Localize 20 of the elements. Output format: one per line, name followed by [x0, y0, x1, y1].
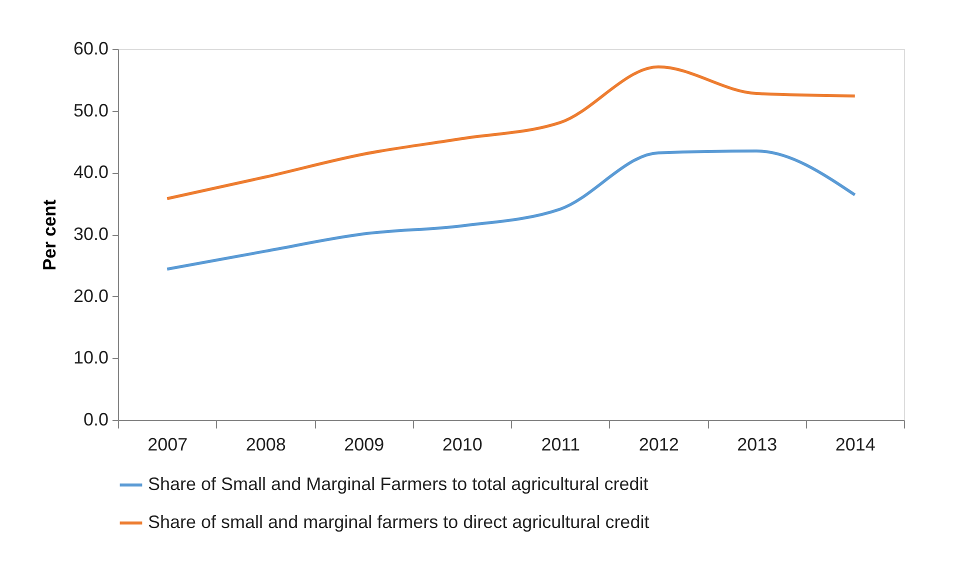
x-tick-label: 2011 — [541, 434, 580, 454]
x-tick-label: 2013 — [737, 434, 778, 454]
y-tick-label: 10.0 — [73, 348, 108, 368]
x-tick-label: 2007 — [148, 434, 188, 454]
y-tick-label: 50.0 — [73, 100, 108, 120]
x-tick-label: 2014 — [835, 434, 876, 454]
line-series — [166, 65, 856, 200]
line-series — [166, 150, 856, 271]
y-tick-label: 30.0 — [73, 224, 108, 244]
x-tick-label: 2012 — [638, 434, 679, 454]
y-tick-label: 60.0 — [73, 38, 108, 58]
y-tick-label: 20.0 — [73, 286, 108, 306]
y-tick-label: 0.0 — [83, 410, 108, 430]
x-tick-label: 2010 — [442, 434, 482, 454]
y-tick-label: 40.0 — [73, 162, 108, 182]
legend-label: Share of small and marginal farmers to direct agricultural credit — [148, 512, 650, 532]
x-tick-label: 2009 — [344, 434, 384, 454]
legend-label: Share of Small and Marginal Farmers to total agricultural credit — [148, 474, 648, 494]
y-axis-title: Per cent — [39, 199, 60, 271]
x-tick-label: 2008 — [246, 434, 286, 454]
